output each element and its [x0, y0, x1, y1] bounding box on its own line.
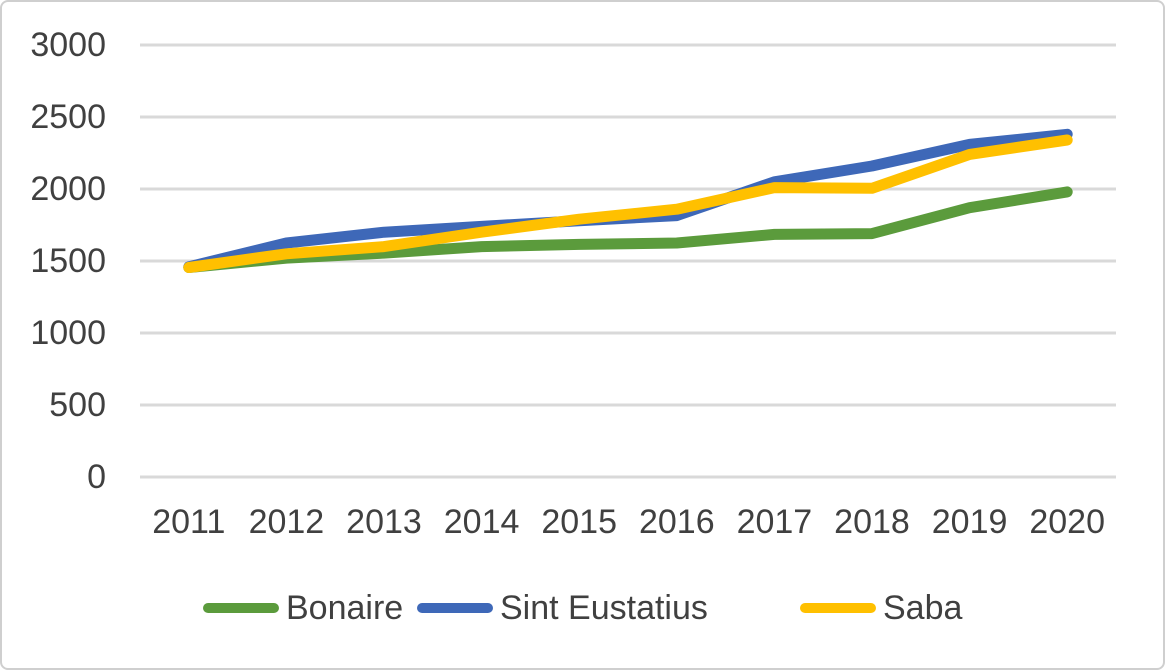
x-tick-label-2011: 2011	[152, 503, 226, 541]
x-tick-label-2012: 2012	[248, 503, 325, 541]
series-line-saba	[183, 134, 1073, 273]
x-tick-label-2015: 2015	[541, 503, 617, 541]
y-tick-label-1000: 1000	[30, 314, 106, 352]
x-tick-label-2018: 2018	[834, 503, 910, 541]
legend-swatch-saba	[800, 603, 876, 613]
y-tick-label-2000: 2000	[30, 170, 106, 208]
y-tick-label-0: 0	[87, 458, 106, 496]
x-tick-label-2017: 2017	[736, 503, 813, 541]
y-tick-label-3000: 3000	[30, 26, 106, 64]
legend-item-bonaire: Bonaire	[203, 589, 403, 627]
x-tick-label-2019: 2019	[931, 503, 1008, 541]
x-tick-label-2013: 2013	[346, 503, 422, 541]
y-tick-label-2500: 2500	[30, 98, 106, 136]
legend-label-bonaire: Bonaire	[286, 589, 404, 627]
y-tick-label-1500: 1500	[30, 242, 106, 280]
legend-label-sint-eustatius: Sint Eustatius	[500, 589, 708, 627]
y-tick-label-500: 500	[49, 386, 106, 424]
x-tick-label-2020: 2020	[1029, 503, 1105, 541]
legend-item-sint-eustatius: Sint Eustatius	[417, 589, 708, 627]
legend-label-saba: Saba	[883, 589, 963, 627]
legend-swatch-sint-eustatius	[417, 603, 493, 613]
legend-item-saba: Saba	[800, 589, 962, 627]
x-tick-label-2016: 2016	[638, 503, 715, 541]
legend-swatch-bonaire	[203, 603, 279, 613]
x-tick-label-2014: 2014	[443, 503, 520, 541]
